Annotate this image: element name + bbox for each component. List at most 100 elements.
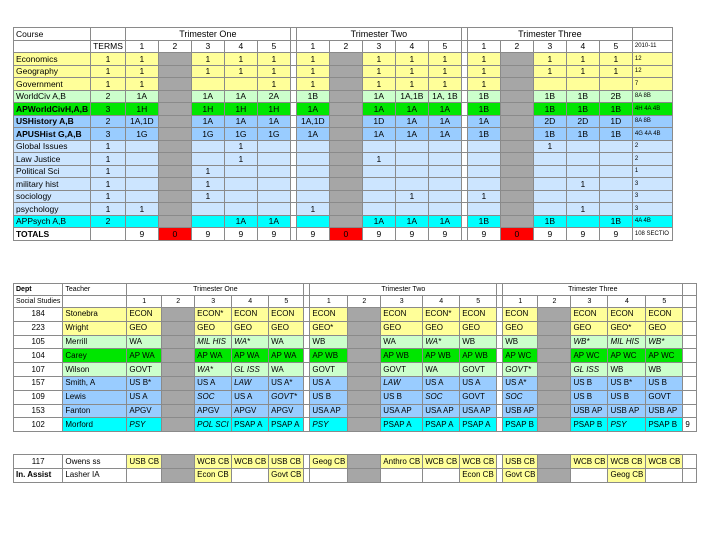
section-count bbox=[124, 177, 159, 191]
class-assignment: GL ISS bbox=[570, 362, 609, 377]
section-count bbox=[157, 52, 192, 66]
totals-label: TOTALS bbox=[12, 227, 92, 241]
course-name: military hist bbox=[12, 177, 92, 191]
section-count: 1 bbox=[295, 77, 330, 91]
assist-assignment: Anthro CB bbox=[380, 454, 424, 469]
section-count bbox=[532, 189, 567, 203]
section-count bbox=[157, 164, 192, 178]
assist-teacher: Owens ss bbox=[62, 454, 128, 469]
edge-cell bbox=[682, 362, 698, 377]
section-count: 1H bbox=[124, 102, 159, 116]
section-count bbox=[223, 164, 258, 178]
class-assignment: AP WA bbox=[126, 348, 163, 364]
section-count: 1 bbox=[190, 189, 225, 203]
course-name: Geography bbox=[12, 64, 92, 78]
course-terms: 1 bbox=[90, 177, 126, 191]
section-count: 1 bbox=[190, 52, 225, 66]
period-number: 5 bbox=[598, 39, 633, 53]
section-count bbox=[256, 152, 291, 166]
assist-row: In. Assist Lasher IA Econ CB Govt CB Econ CB… bbox=[12, 467, 698, 483]
section-count bbox=[499, 77, 534, 91]
section-count: 1 bbox=[190, 177, 225, 191]
section-count bbox=[328, 139, 363, 153]
section-count: 1 bbox=[124, 64, 159, 78]
course-name: Economics bbox=[12, 52, 92, 66]
class-assignment: US B bbox=[645, 375, 684, 391]
section-count bbox=[256, 202, 291, 216]
class-assignment: AP WC bbox=[570, 348, 609, 364]
period-row: TERMS 1 2 3 4 5 1 2 3 4 5 1 2 3 4 5 2010-11 bbox=[12, 39, 673, 53]
edge-cell bbox=[682, 320, 698, 336]
totals-row: TOTALS 9 0 9 9 9 9 0 9 9 9 9 0 9 9 9 108 SECTIO bbox=[12, 227, 673, 241]
class-assignment: WB bbox=[459, 334, 498, 350]
assist-assignment bbox=[231, 467, 270, 483]
section-count: 1 bbox=[124, 52, 159, 66]
course-name: USHistory A,B bbox=[12, 114, 92, 128]
dept-name: Social Studies bbox=[12, 295, 64, 308]
section-count bbox=[190, 152, 225, 166]
course-terms: 2 bbox=[90, 114, 126, 128]
class-assignment bbox=[347, 307, 382, 322]
course-name: Law Justice bbox=[12, 152, 92, 166]
section-count bbox=[223, 77, 258, 91]
section-count bbox=[532, 177, 567, 191]
period-number: 4 bbox=[607, 295, 647, 308]
section-count: 1 bbox=[394, 64, 429, 78]
section-count: 1B bbox=[295, 89, 330, 103]
section-count: 1 bbox=[124, 202, 159, 216]
assist-assignment bbox=[126, 467, 163, 483]
section-count: 1 bbox=[466, 77, 501, 91]
section-count: 1 bbox=[190, 64, 225, 78]
section-count bbox=[499, 214, 534, 228]
class-assignment bbox=[537, 417, 572, 433]
section-count: 1A bbox=[394, 127, 429, 141]
course-row: Geography 1 1 1 1 1 1 1 1 1 1 1 1 1 12 bbox=[12, 64, 673, 78]
assist-assignment: Geog CB bbox=[607, 467, 647, 483]
edge-cell bbox=[682, 348, 698, 364]
class-assignment: WA* bbox=[231, 334, 270, 350]
section-count: 1A bbox=[427, 102, 462, 116]
section-count: 1H bbox=[256, 102, 291, 116]
teacher-row: 105 Merrill WA MIL HIS WA* WA WB WA WA* WB WB WB* MI… bbox=[12, 334, 698, 350]
section-count: 1 bbox=[565, 52, 600, 66]
trimester-title: Trimester Three bbox=[466, 27, 633, 41]
course-name: Political Sci bbox=[12, 164, 92, 178]
teacher-row: 109 Lewis US A SOC US A GOVT* US B US B SOC GOVT S… bbox=[12, 389, 698, 405]
section-count: 1A bbox=[223, 89, 258, 103]
section-count bbox=[598, 152, 633, 166]
class-assignment: AP WB bbox=[380, 348, 424, 364]
teacher-name: Merrill bbox=[62, 334, 128, 350]
class-assignment: WB bbox=[645, 362, 684, 377]
period-number: 2 bbox=[499, 39, 534, 53]
period-number: 2 bbox=[157, 39, 192, 53]
class-assignment: US A bbox=[231, 389, 270, 405]
course-row: Political Sci 1 1 1 bbox=[12, 164, 673, 178]
section-count: 1A bbox=[124, 89, 159, 103]
section-count: 1B bbox=[598, 127, 633, 141]
class-assignment: PSAP A bbox=[268, 417, 305, 433]
section-count: 1 bbox=[565, 202, 600, 216]
period-number: 1 bbox=[466, 39, 501, 53]
section-count bbox=[157, 139, 192, 153]
section-count: 1B bbox=[532, 89, 567, 103]
section-total: 3 bbox=[631, 177, 673, 191]
section-count: 1H bbox=[223, 102, 258, 116]
class-assignment: GL ISS bbox=[231, 362, 270, 377]
class-assignment: WB bbox=[309, 334, 349, 350]
class-assignment: PSAP B bbox=[502, 417, 539, 433]
course-name: Government bbox=[12, 77, 92, 91]
section-count bbox=[157, 89, 192, 103]
section-count bbox=[190, 202, 225, 216]
class-assignment: ECON* bbox=[194, 307, 233, 322]
section-count bbox=[394, 152, 429, 166]
section-count: 1A,1D bbox=[295, 114, 330, 128]
class-assignment bbox=[347, 334, 382, 350]
row-extra: 9 bbox=[682, 417, 698, 433]
class-assignment: WA bbox=[268, 334, 305, 350]
section-count bbox=[466, 152, 501, 166]
total-count: 9 bbox=[466, 227, 501, 241]
section-count: 1B bbox=[532, 214, 567, 228]
teacher-name: Fanton bbox=[62, 403, 128, 419]
assist-room: In. Assist bbox=[12, 467, 64, 483]
section-count bbox=[157, 152, 192, 166]
